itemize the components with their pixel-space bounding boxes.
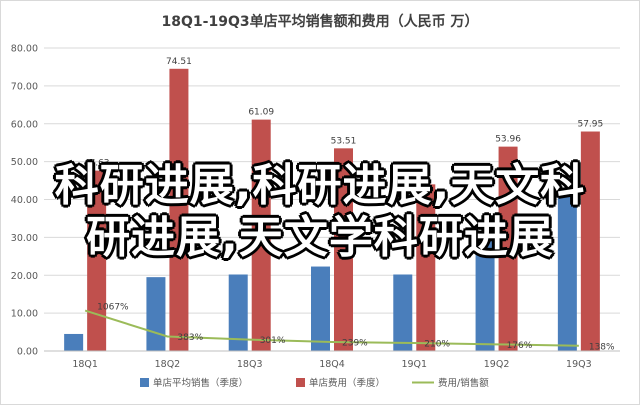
overlay-line-2: 研进展,天文学科研进展: [86, 212, 554, 263]
y-tick-label: 10.00: [11, 309, 38, 320]
bar-cost: [334, 148, 353, 351]
chart-title: 18Q1-19Q3单店平均销售额和费用（人民币 万）: [162, 13, 479, 30]
bar-value-label: 57.95: [577, 120, 603, 130]
bar-sales: [64, 333, 84, 351]
legend-label: 单店费用（季度）: [309, 377, 385, 389]
y-tick-label: 50.00: [11, 157, 38, 168]
y-tick-label: 0.00: [17, 347, 38, 358]
line-value-label: 239%: [342, 338, 368, 348]
y-tick-label: 60.00: [11, 119, 38, 130]
x-tick-label: 18Q2: [155, 359, 181, 370]
y-tick-label: 30.00: [11, 233, 38, 244]
x-tick-label: 19Q3: [566, 359, 592, 370]
x-tick-label: 19Q2: [484, 359, 510, 370]
line-value-label: 176%: [507, 341, 533, 351]
x-tick-label: 18Q1: [72, 359, 98, 370]
bar-value-label: 53.96: [495, 135, 521, 145]
bar-sales: [557, 192, 577, 351]
bar-cost: [169, 68, 189, 352]
bar-value-label: 61.09: [248, 108, 274, 118]
watermark-overlay-text: 科研进展,科研进展,天文科 研进展,天文学科研进展: [0, 160, 640, 264]
bar-sales: [311, 266, 330, 351]
legend-label: 单店平均销售（季度）: [153, 377, 248, 389]
bar-layer: [64, 68, 600, 352]
bar-value-label: 53.51: [331, 136, 357, 146]
bar-cost: [87, 170, 107, 351]
line-value-label: 383%: [177, 333, 203, 343]
bar-cost: [251, 119, 271, 351]
x-tick-label: 18Q3: [237, 359, 263, 370]
y-tick-label: 20.00: [11, 271, 38, 282]
legend-label: 费用/销售额: [438, 377, 489, 389]
line-value-label: 301%: [260, 336, 286, 346]
x-tick-label: 18Q4: [319, 359, 345, 370]
bar-value-label: 74.51: [166, 57, 192, 67]
grid-layer: [44, 47, 620, 352]
legend-swatch: [296, 378, 305, 387]
y-tick-label: 80.00: [11, 44, 38, 55]
y-tick-label: 40.00: [11, 195, 38, 206]
x-tick-label: 19Q1: [401, 359, 427, 370]
legend-swatch: [140, 378, 149, 387]
bar-value-label: 47.63: [84, 159, 110, 169]
bar-cost: [580, 131, 600, 351]
line-layer: [84, 309, 579, 347]
label-layer: 47.63 74.51 61.09 53.51 53.96 57.95 1067% 383% 3…: [84, 57, 615, 352]
bar-sales: [393, 274, 413, 351]
overlay-line-1: 科研进展,科研进展,天文科: [54, 160, 586, 211]
line-value-label: 210%: [424, 340, 450, 350]
legend: 单店平均销售（季度） 单店费用（季度） 费用/销售额: [140, 377, 489, 389]
bar-sales: [228, 274, 248, 351]
y-tick-label: 70.00: [11, 81, 38, 92]
bar-cost: [498, 146, 518, 351]
line-value-label: 1067%: [97, 303, 129, 313]
line-value-label: 138%: [589, 342, 615, 352]
bar-sales: [475, 236, 495, 351]
bar-sales: [146, 277, 166, 351]
bar-cost: [416, 184, 436, 351]
axis-layer: 0.00 10.00 20.00 30.00 40.00 50.00 60.00 70.00 8…: [11, 44, 620, 370]
